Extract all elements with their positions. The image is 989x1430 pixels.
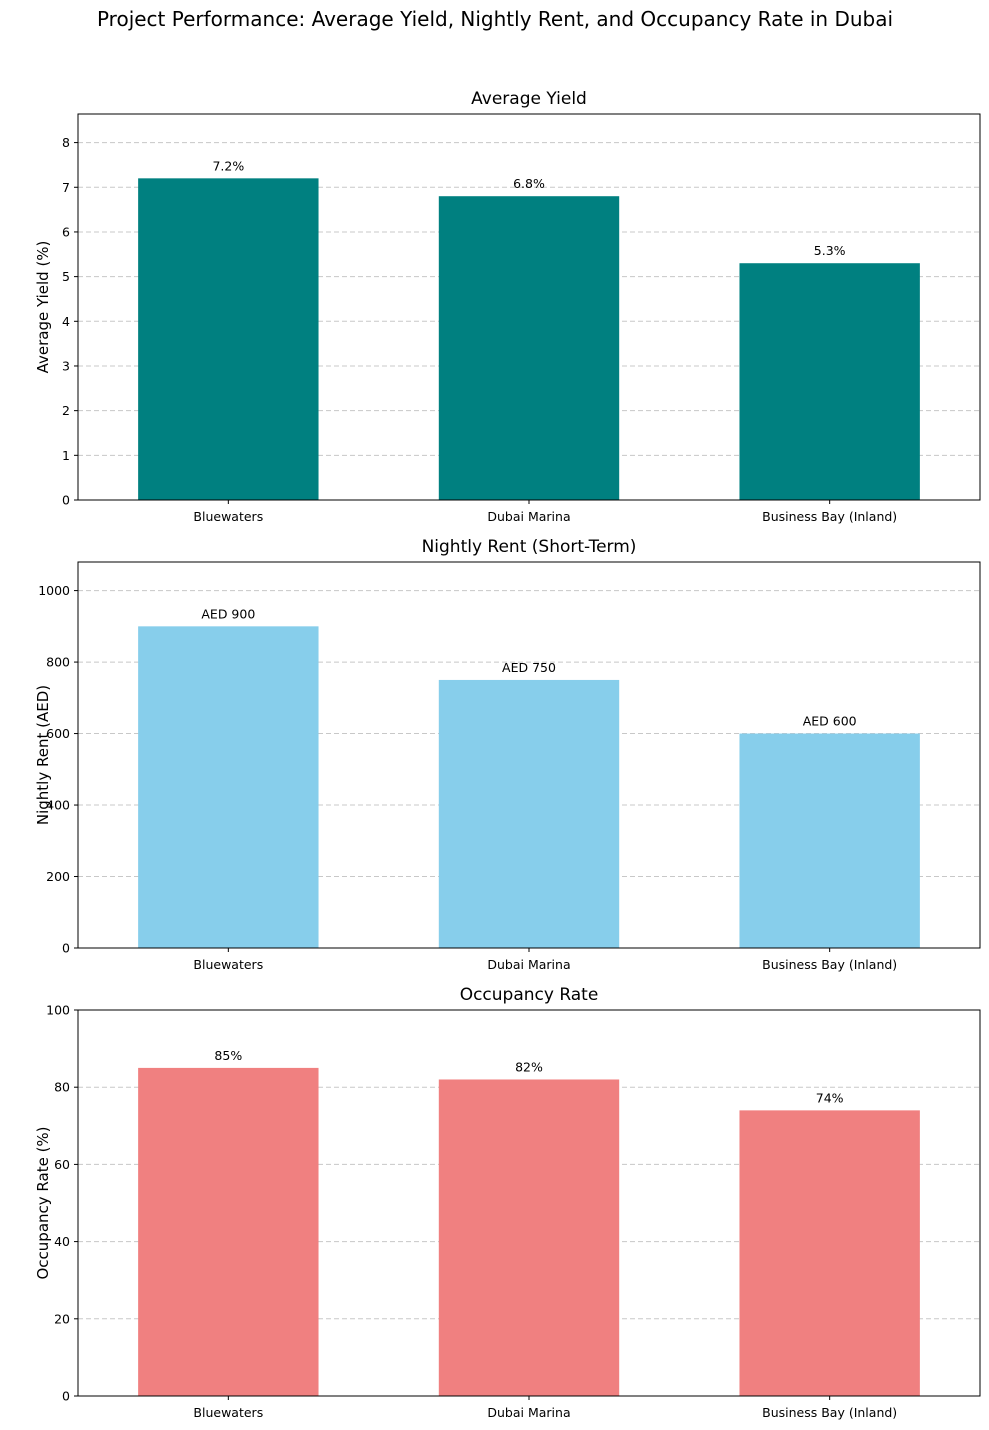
- chart-panel-3: 0 20 40 60 80 100 85% Bluewaters 82% Dubai Marina…: [34, 985, 981, 1420]
- chart-title: Average Yield: [471, 89, 587, 109]
- chart-title: Nightly Rent (Short-Term): [422, 537, 637, 557]
- chart-panel-1: 0 1 2 3 4 5 6 7 8 7.2% Bluewaters 6.8% Dubai Marina 5…: [34, 89, 981, 524]
- axes-frame: [77, 1009, 981, 1397]
- y-tick-label: 60: [54, 1157, 70, 1172]
- bar: [438, 1079, 620, 1396]
- x-tick-label: Bluewaters: [193, 509, 263, 524]
- bar: [438, 679, 620, 948]
- y-tick-label: 600: [46, 726, 70, 741]
- figure-suptitle: Project Performance: Average Yield, Nigh…: [97, 7, 893, 31]
- bar: [739, 733, 920, 948]
- chart-panel-2: 0 200 400 600 800 1000 AED 900 Bluewaters AED 75…: [34, 537, 981, 972]
- y-tick-label: 200: [46, 869, 70, 884]
- y-tick-label: 4: [62, 314, 70, 329]
- bar-value-label: 85%: [214, 1048, 242, 1063]
- y-tick-label: 40: [54, 1234, 70, 1249]
- bar-value-label: 74%: [816, 1090, 844, 1105]
- bar-value-label: AED 750: [502, 660, 556, 675]
- x-tick-label: Dubai Marina: [487, 1405, 570, 1420]
- x-tick-label: Dubai Marina: [487, 957, 570, 972]
- y-axis-label: Average Yield (%): [34, 241, 52, 374]
- y-tick-label: 5: [62, 269, 70, 284]
- axes-frame: [77, 561, 981, 949]
- bar-value-label: 7.2%: [212, 158, 244, 173]
- x-tick-label: Business Bay (Inland): [762, 1405, 897, 1420]
- y-tick-label: 800: [46, 655, 70, 670]
- y-tick-label: 80: [54, 1080, 70, 1095]
- bar-value-label: 6.8%: [513, 176, 545, 191]
- y-tick-label: 6: [62, 224, 70, 239]
- x-tick-label: Business Bay (Inland): [762, 957, 897, 972]
- y-axis-label: Nightly Rent (AED): [34, 685, 52, 825]
- bar-value-label: 82%: [515, 1059, 543, 1074]
- x-tick-label: Bluewaters: [193, 1405, 263, 1420]
- y-tick-label: 2: [62, 403, 70, 418]
- y-tick-label: 0: [62, 941, 70, 956]
- y-tick-label: 0: [62, 493, 70, 508]
- bar-value-label: 5.3%: [814, 243, 846, 258]
- y-tick-label: 1: [62, 448, 70, 463]
- y-tick-label: 400: [46, 798, 70, 813]
- axes-frame: [77, 113, 981, 501]
- y-tick-label: 8: [62, 135, 70, 150]
- x-tick-label: Dubai Marina: [487, 509, 570, 524]
- y-tick-label: 3: [62, 358, 70, 373]
- x-tick-label: Bluewaters: [193, 957, 263, 972]
- y-tick-label: 0: [62, 1389, 70, 1404]
- bar: [739, 1110, 920, 1396]
- y-tick-label: 20: [54, 1311, 70, 1326]
- bar-value-label: AED 900: [201, 606, 255, 621]
- y-tick-label: 100: [46, 1003, 70, 1018]
- bar: [739, 263, 920, 500]
- bar-value-label: AED 600: [803, 714, 857, 729]
- y-tick-label: 7: [62, 180, 70, 195]
- bar: [138, 626, 319, 948]
- y-axis-label: Occupancy Rate (%): [34, 1126, 52, 1279]
- bar: [138, 178, 319, 501]
- bar: [138, 1067, 319, 1396]
- chart-title: Occupancy Rate: [460, 985, 599, 1005]
- bar: [438, 196, 620, 500]
- chart-panels: 0 1 2 3 4 5 6 7 8 7.2% Bluewaters 6.8% Dubai Marina 5…: [34, 89, 981, 1420]
- x-tick-label: Business Bay (Inland): [762, 509, 897, 524]
- y-tick-label: 1000: [38, 583, 70, 598]
